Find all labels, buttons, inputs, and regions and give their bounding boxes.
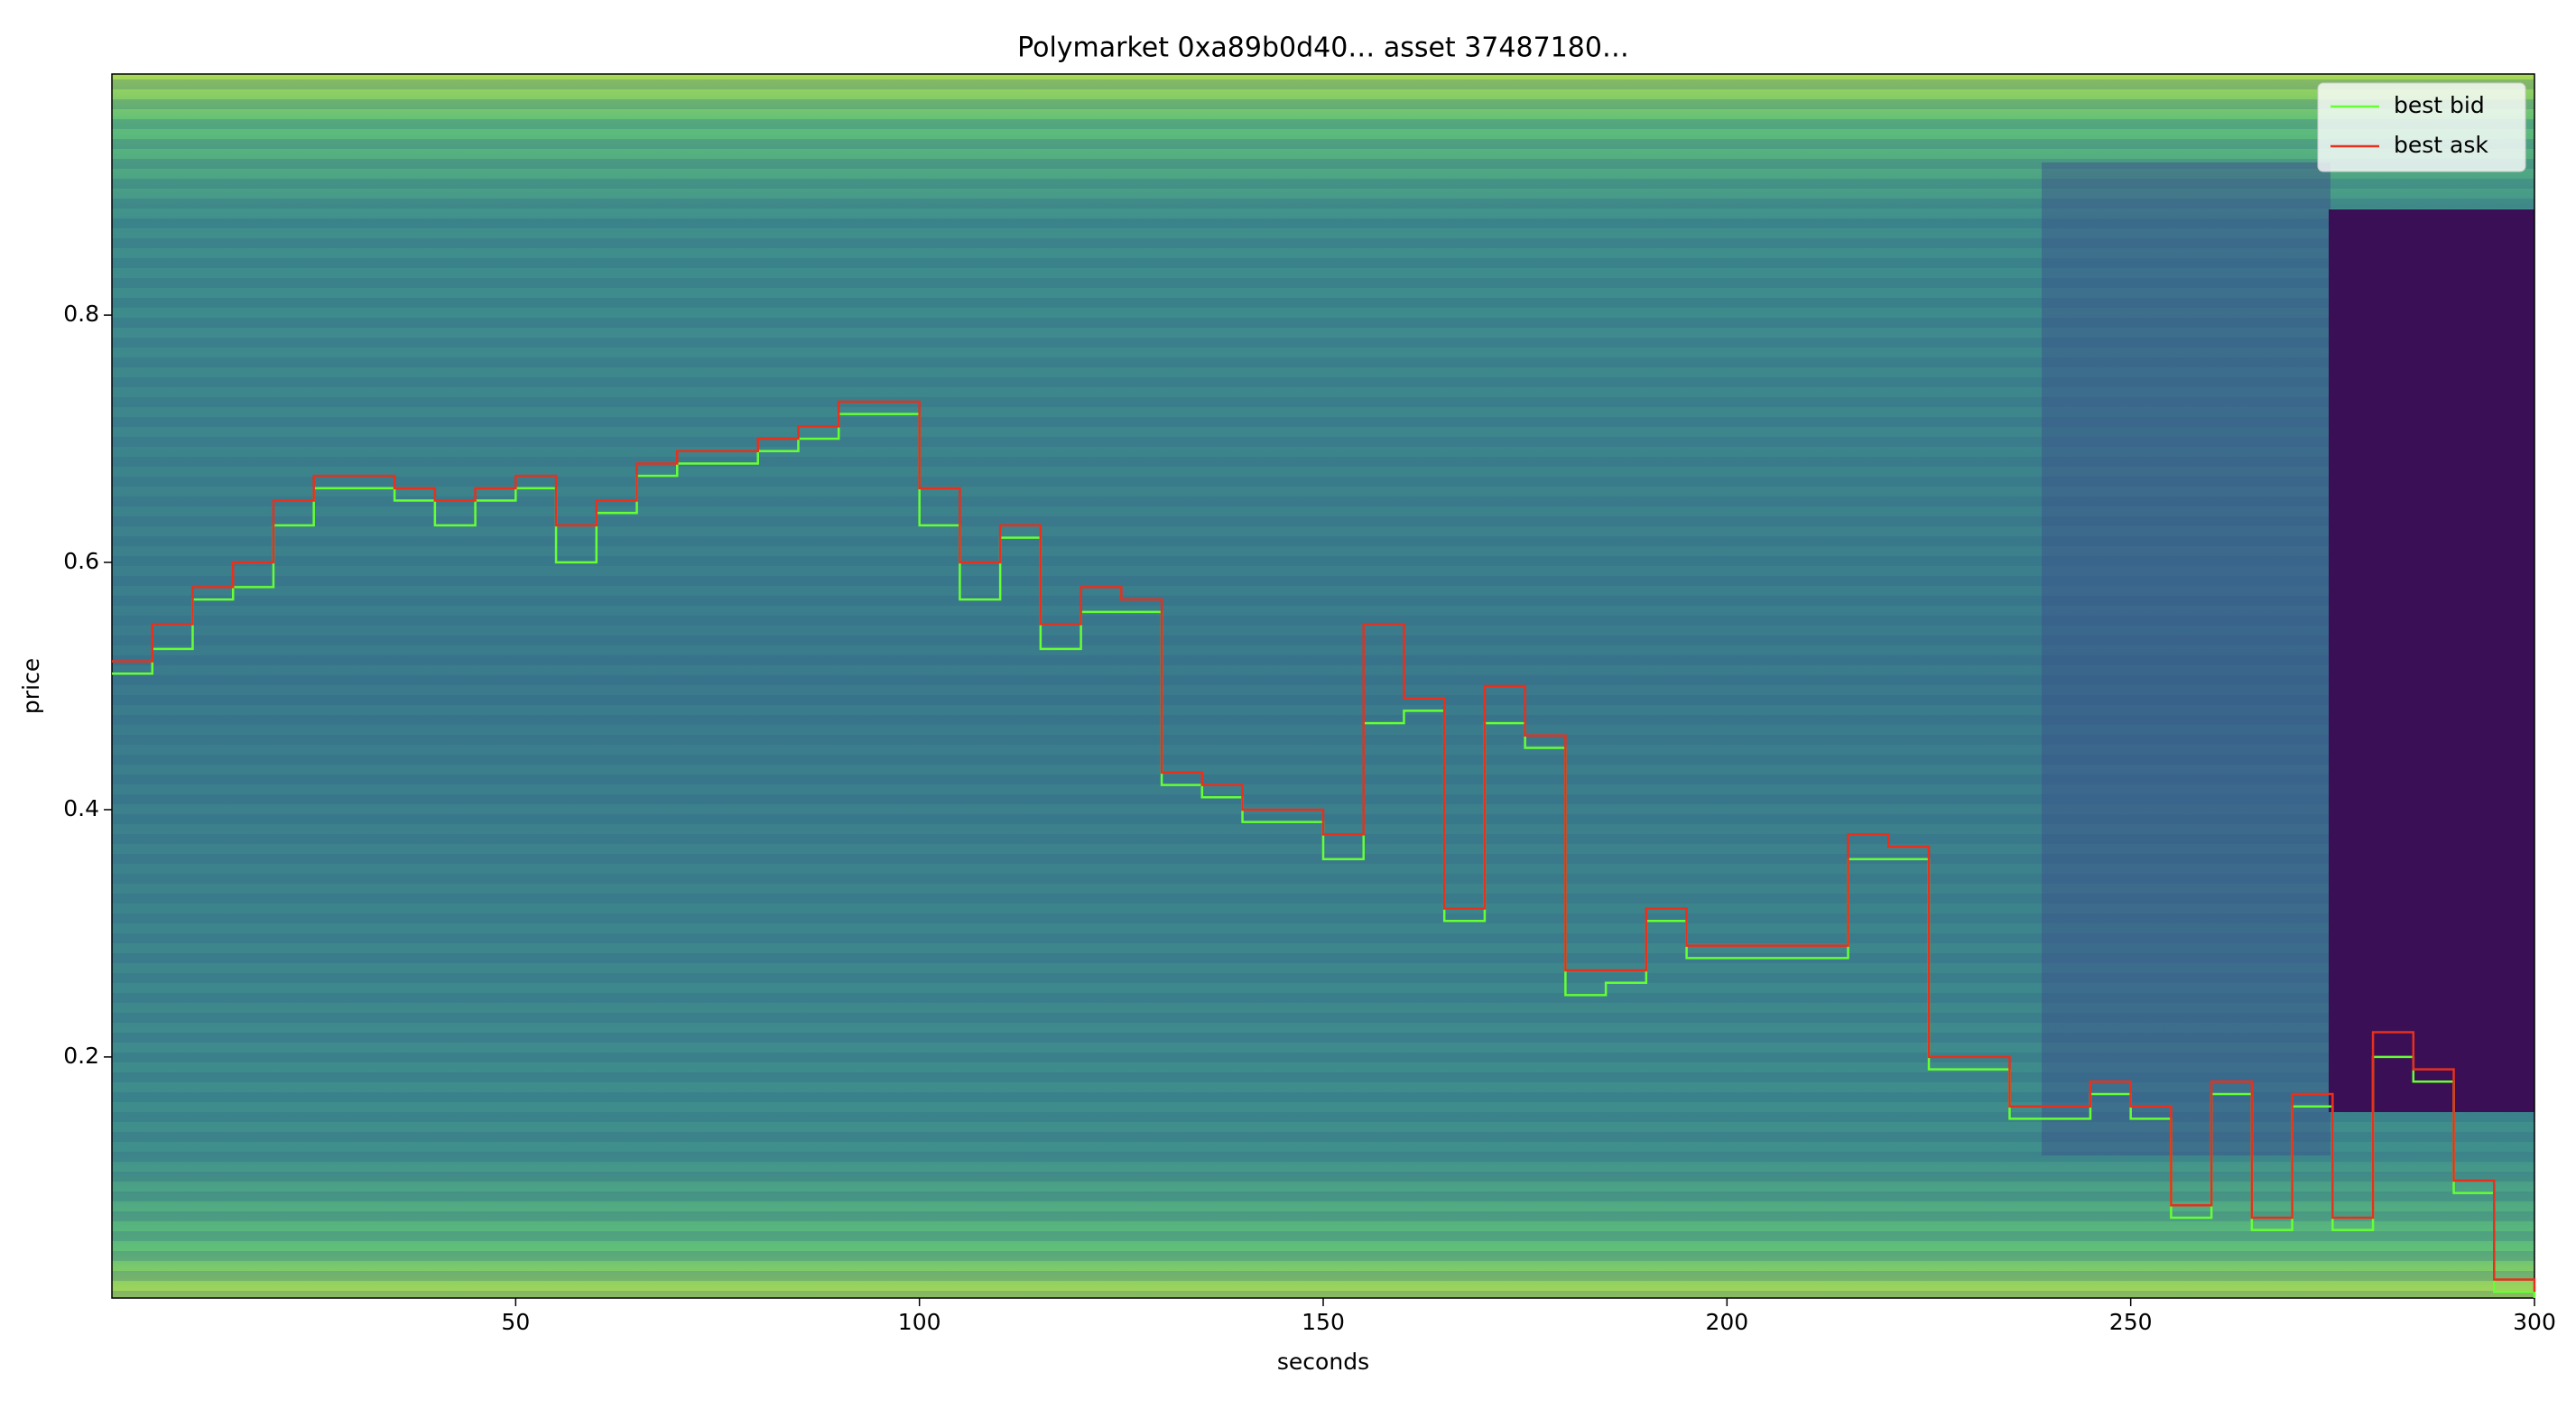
x-tick-label: 100 [898, 1309, 941, 1335]
y-tick-label: 0.8 [63, 301, 99, 327]
legend-box [2317, 82, 2526, 172]
x-tick-label: 300 [2513, 1309, 2556, 1335]
chart-title: Polymarket 0xa89b0d40… asset 37487180… [1017, 32, 1629, 64]
x-axis-label: seconds [1277, 1349, 1369, 1375]
y-tick-label: 0.2 [63, 1043, 99, 1069]
legend: best bid best ask [2317, 82, 2526, 172]
legend-label: best ask [2394, 132, 2488, 158]
y-tick-label: 0.4 [63, 795, 99, 821]
y-axis-label: price [18, 658, 44, 714]
x-tick-label: 50 [501, 1309, 530, 1335]
y-tick-label: 0.6 [63, 548, 99, 574]
x-tick-label: 200 [1705, 1309, 1748, 1335]
heatmap [112, 74, 2534, 1298]
legend-label: best bid [2394, 92, 2485, 118]
series-line [112, 400, 2536, 1293]
x-tick-label: 250 [2109, 1309, 2153, 1335]
x-tick-label: 150 [1302, 1309, 1345, 1335]
